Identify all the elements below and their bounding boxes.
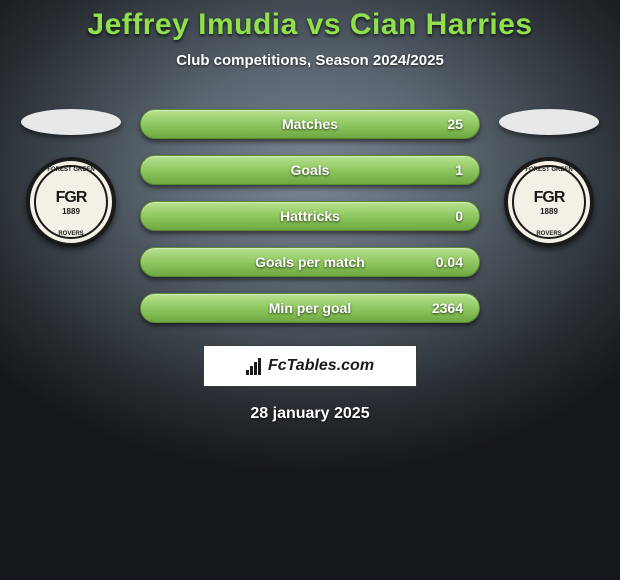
- right-club-badge: FOREST GREEN FGR 1889 ROVERS: [504, 157, 594, 247]
- content-container: Jeffrey Imudia vs Cian Harries Club comp…: [0, 0, 620, 423]
- stat-bar-goals-per-match: Goals per match 0.04: [140, 247, 480, 277]
- left-club-name-top: FOREST GREEN: [47, 167, 94, 173]
- stat-value: 1: [455, 162, 463, 178]
- stat-label: Goals: [291, 162, 330, 178]
- stat-bar-goals: Goals 1: [140, 155, 480, 185]
- stat-value: 2364: [432, 300, 463, 316]
- stat-bar-min-per-goal: Min per goal 2364: [140, 293, 480, 323]
- right-side: FOREST GREEN FGR 1889 ROVERS: [498, 109, 600, 247]
- chart-bars-icon: [246, 357, 264, 375]
- stat-value: 0.04: [436, 254, 463, 270]
- stat-value: 0: [455, 208, 463, 224]
- stat-value: 25: [447, 116, 463, 132]
- left-club-badge: FOREST GREEN FGR 1889 ROVERS: [26, 157, 116, 247]
- right-club-year: 1889: [540, 207, 558, 216]
- left-side: FOREST GREEN FGR 1889 ROVERS: [20, 109, 122, 247]
- right-ellipse-icon: [499, 109, 599, 135]
- stat-bars: Matches 25 Goals 1 Hattricks 0 Goals per…: [140, 109, 480, 323]
- left-ellipse-icon: [21, 109, 121, 135]
- date-text: 28 january 2025: [250, 405, 369, 423]
- page-title: Jeffrey Imudia vs Cian Harries: [87, 8, 532, 42]
- brand-text: FcTables.com: [268, 357, 374, 375]
- stat-label: Hattricks: [280, 208, 340, 224]
- brand-box: FcTables.com: [203, 345, 417, 387]
- left-club-initials: FGR: [56, 189, 87, 207]
- right-club-name-top: FOREST GREEN: [525, 167, 572, 173]
- left-club-year: 1889: [62, 207, 80, 216]
- stat-bar-matches: Matches 25: [140, 109, 480, 139]
- stat-label: Min per goal: [269, 300, 351, 316]
- right-club-initials: FGR: [534, 189, 565, 207]
- season-subtitle: Club competitions, Season 2024/2025: [176, 52, 444, 69]
- right-club-name-bot: ROVERS: [536, 231, 561, 237]
- stat-label: Goals per match: [255, 254, 365, 270]
- stat-label: Matches: [282, 116, 338, 132]
- comparison-row: FOREST GREEN FGR 1889 ROVERS Matches 25 …: [0, 109, 620, 323]
- stat-bar-hattricks: Hattricks 0: [140, 201, 480, 231]
- left-club-name-bot: ROVERS: [58, 231, 83, 237]
